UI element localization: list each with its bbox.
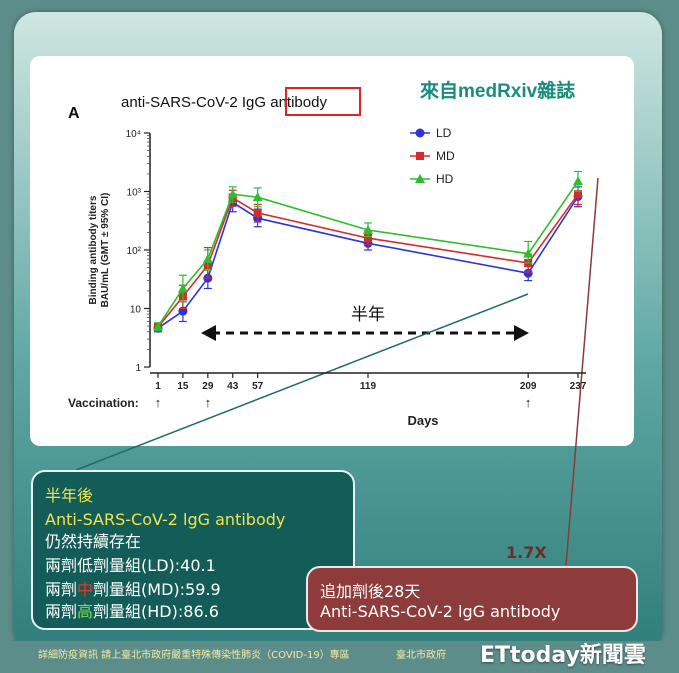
y-tick-label: 10⁴ [126,129,141,140]
half-year-arrow-left-head [201,325,216,341]
vaccination-arrow: ↑ [155,395,162,410]
x-tick-label: 1 [155,381,161,392]
callout-line-right [565,177,599,566]
footer-info: 詳細防疫資訊 請上臺北市政府嚴重特殊傳染性肺炎（COVID-19）專區 [38,650,350,661]
legend-label-HD: HD [436,172,454,186]
chart-title: anti-SARS-CoV-2 IgG antibody [121,94,327,111]
point-HD [153,321,163,331]
x-tick-label: 43 [227,381,239,392]
series-line-HD [157,180,579,328]
summary-md-prefix: 兩劑 [45,580,78,599]
vaccination-arrow: ↑ [205,395,212,410]
y-tick-label: 1 [135,363,141,374]
summary-md-suffix: 劑量組(MD):59.9 [93,580,221,599]
chart-title-highlight: antibody [270,94,327,111]
vaccination-label: Vaccination: [68,396,139,410]
x-tick-label: 15 [177,381,189,392]
booster-summary-box: 追加劑後28天 Anti-SARS-CoV-2 lgG antibody [306,566,638,632]
point-MD [364,234,372,243]
x-tick-label: 29 [202,381,214,392]
footer-org: 臺北市政府 [396,650,446,661]
summary-ld-suffix: 劑量組(LD):40.1 [93,556,216,575]
y-tick-label: 10 [130,305,142,316]
vaccination-arrow: ↑ [525,395,532,410]
summary-persist: 仍然持續存在 [45,532,142,551]
point-HD [573,176,583,186]
half-year-arrow-right-head [514,325,529,341]
fold-change-label: 1.7X [506,543,547,562]
chart-title-prefix: anti-SARS-CoV-2 IgG [121,94,270,111]
point-HD [363,224,373,234]
booster-antibody: Anti-SARS-CoV-2 lgG antibody [320,602,561,621]
x-tick-label: 57 [252,381,264,392]
summary-ld: 兩劑低劑量組(LD):40.1 [45,556,216,576]
legend-label-LD: LD [436,126,452,140]
y-tick-label: 10³ [127,188,142,199]
x-tick-label: 237 [570,381,587,392]
legend-marker-LD [415,128,425,138]
point-HD [227,189,238,199]
x-tick-label: 119 [360,381,377,392]
ettoday-watermark: ETtoday新聞雲 [480,643,646,668]
series-line-LD [157,196,579,329]
antibody-highlight-box [285,87,361,116]
point-HD [202,254,213,264]
point-HD [523,248,534,258]
y-axis-label-line2: BAU/mL (GMT ± 95% CI) [100,193,111,308]
summary-heading: 半年後 [45,486,94,505]
point-MD [253,208,262,217]
footer-bar [0,641,679,673]
summary-ld-prefix: 兩劑 [45,556,78,575]
legend-marker-MD [416,152,424,160]
summary-antibody: Anti-SARS-CoV-2 lgG antibody [45,510,286,529]
summary-md-hl: 中 [77,580,94,599]
summary-hd: 兩劑高劑量組(HD):86.6 [45,602,219,622]
half-year-label: 半年 [351,305,385,324]
legend-label-MD: MD [436,149,455,163]
summary-hd-prefix: 兩劑 [45,602,78,621]
point-HD [252,192,263,202]
summary-hd-suffix: 劑量組(HD):86.6 [93,602,219,621]
point-LD [523,268,533,278]
y-axis-label-line1: Binding antibody titers [88,195,99,304]
panel-letter: A [68,105,80,122]
summary-ld-hl: 低 [77,556,94,575]
summary-md: 兩劑中劑量組(MD):59.9 [45,580,221,600]
half-year-summary-box: 半年後 Anti-SARS-CoV-2 lgG antibody 仍然持續存在 … [31,470,355,630]
summary-hd-hl: 高 [77,602,94,621]
legend-marker-HD [415,174,425,183]
y-tick-label: 10² [127,246,142,257]
point-MD [574,190,582,199]
booster-heading: 追加劑後28天 [320,582,421,601]
x-tick-label: 209 [520,381,537,392]
chart-panel [30,56,634,446]
callout-line-left [75,293,529,471]
x-axis-label: Days [407,413,438,428]
point-HD [177,283,188,293]
source-label: 來自medRxiv雜誌 [420,79,575,102]
